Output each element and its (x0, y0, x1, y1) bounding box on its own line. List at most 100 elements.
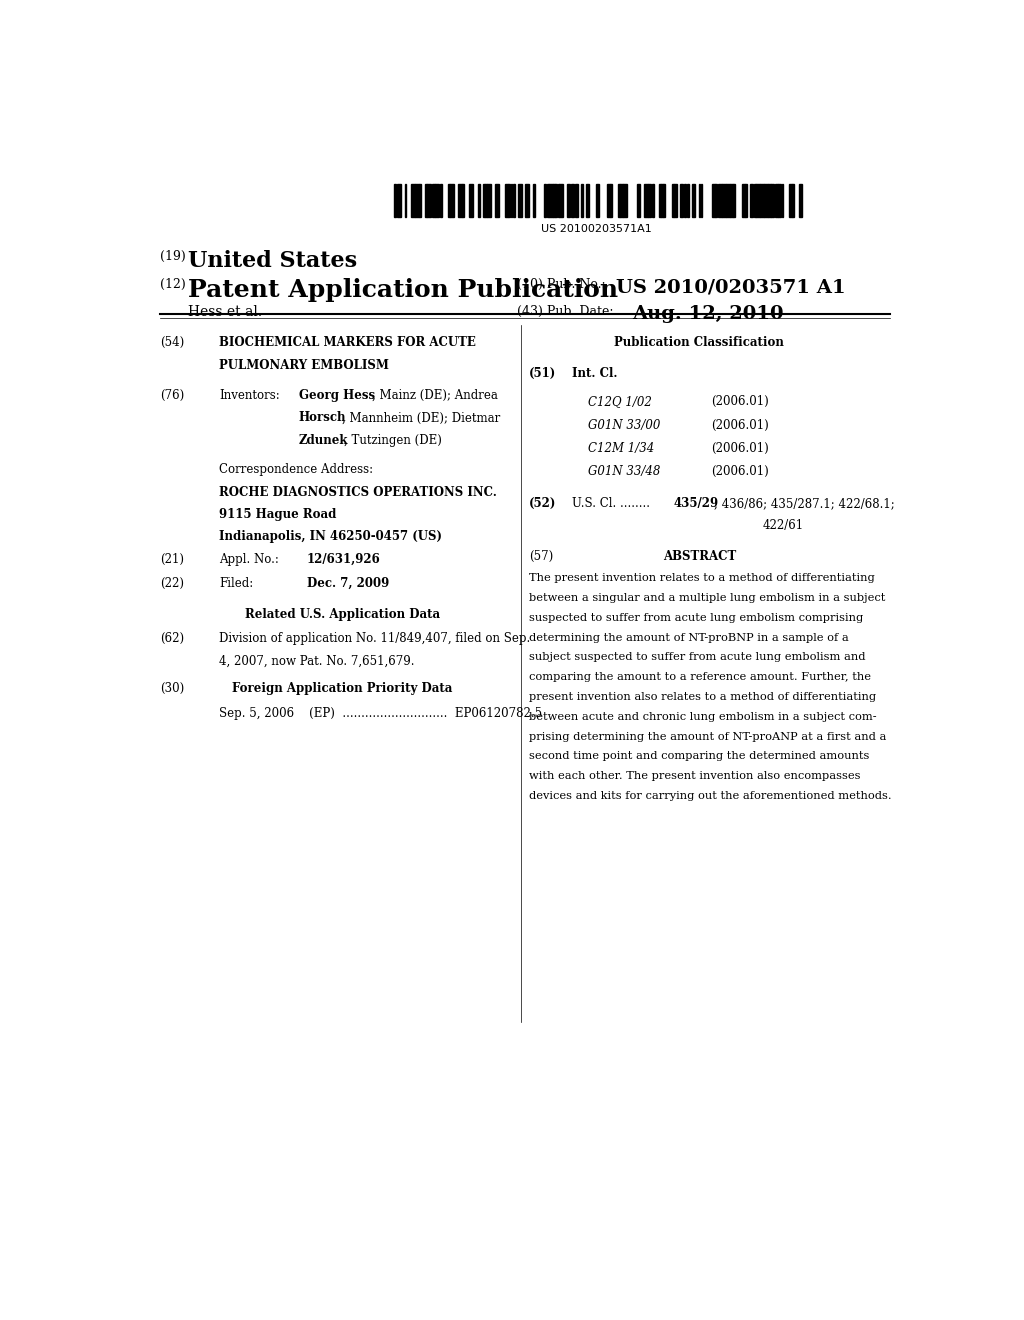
Bar (658, 183, 660, 218)
Bar (394, 183, 396, 218)
Bar (559, 183, 563, 218)
Bar (624, 183, 627, 218)
Text: (62): (62) (160, 632, 184, 645)
Bar (799, 183, 802, 218)
Text: 435/29: 435/29 (673, 496, 718, 510)
Text: (76): (76) (160, 389, 184, 403)
Bar (477, 183, 479, 218)
Bar (692, 183, 695, 218)
Text: BIOCHEMICAL MARKERS FOR ACUTE: BIOCHEMICAL MARKERS FOR ACUTE (219, 337, 476, 350)
Text: C12Q 1/02: C12Q 1/02 (588, 395, 652, 408)
Bar (582, 183, 583, 218)
Bar (532, 183, 536, 218)
Bar (757, 183, 760, 218)
Bar (610, 183, 612, 218)
Bar (698, 183, 700, 218)
Text: Division of application No. 11/849,407, filed on Sep.: Division of application No. 11/849,407, … (219, 632, 530, 645)
Bar (723, 183, 726, 218)
Bar (751, 183, 754, 218)
Bar (733, 183, 735, 218)
Text: PULMONARY EMBOLISM: PULMONARY EMBOLISM (219, 359, 389, 372)
Bar (607, 183, 609, 218)
Text: (54): (54) (160, 337, 184, 350)
Bar (788, 183, 792, 218)
Bar (420, 183, 421, 218)
Text: Filed:: Filed: (219, 577, 254, 590)
Text: (22): (22) (160, 577, 183, 590)
Bar (778, 183, 781, 218)
Text: suspected to suffer from acute lung embolism comprising: suspected to suffer from acute lung embo… (528, 612, 863, 623)
Bar (439, 183, 442, 218)
Bar (664, 183, 665, 218)
Bar (617, 183, 620, 218)
Text: The present invention relates to a method of differentiating: The present invention relates to a metho… (528, 573, 874, 583)
Bar (781, 183, 783, 218)
Text: (21): (21) (160, 553, 183, 566)
Bar (637, 183, 640, 218)
Text: Related U.S. Application Data: Related U.S. Application Data (245, 607, 440, 620)
Text: (12): (12) (160, 279, 185, 292)
Bar (574, 183, 578, 218)
Bar (449, 183, 450, 218)
Bar (718, 183, 722, 218)
Text: with each other. The present invention also encompasses: with each other. The present invention a… (528, 771, 860, 781)
Text: (57): (57) (528, 549, 553, 562)
Bar (745, 183, 748, 218)
Bar (544, 183, 546, 218)
Bar (768, 183, 771, 218)
Text: C12M 1/34: C12M 1/34 (588, 442, 654, 455)
Text: ROCHE DIAGNOSTICS OPERATIONS INC.: ROCHE DIAGNOSTICS OPERATIONS INC. (219, 486, 497, 499)
Text: Publication Classification: Publication Classification (614, 337, 784, 350)
Text: U.S. Cl. ........: U.S. Cl. ........ (572, 496, 650, 510)
Bar (412, 183, 415, 218)
Text: G01N 33/48: G01N 33/48 (588, 466, 660, 478)
Text: Georg Hess: Georg Hess (299, 389, 375, 403)
Text: Aug. 12, 2010: Aug. 12, 2010 (632, 305, 783, 323)
Text: prising determining the amount of NT-proANP at a first and a: prising determining the amount of NT-pro… (528, 731, 886, 742)
Bar (508, 183, 510, 218)
Bar (700, 183, 702, 218)
Text: (10) Pub. No.:: (10) Pub. No.: (517, 279, 605, 292)
Text: 9115 Hague Road: 9115 Hague Road (219, 508, 337, 521)
Text: Sep. 5, 2006    (EP)  ............................  EP06120782.5: Sep. 5, 2006 (EP) ......................… (219, 708, 543, 721)
Text: between acute and chronic lung embolism in a subject com-: between acute and chronic lung embolism … (528, 711, 877, 722)
Bar (397, 183, 400, 218)
Bar (742, 183, 744, 218)
Bar (761, 183, 764, 218)
Text: between a singular and a multiple lung embolism in a subject: between a singular and a multiple lung e… (528, 593, 885, 603)
Bar (483, 183, 484, 218)
Bar (680, 183, 683, 218)
Bar (652, 183, 654, 218)
Text: 4, 2007, now Pat. No. 7,651,679.: 4, 2007, now Pat. No. 7,651,679. (219, 655, 415, 668)
Bar (495, 183, 499, 218)
Text: Foreign Application Priority Data: Foreign Application Priority Data (232, 682, 453, 694)
Text: present invention also relates to a method of differentiating: present invention also relates to a meth… (528, 692, 876, 702)
Bar (648, 183, 651, 218)
Bar (586, 183, 589, 218)
Bar (684, 183, 686, 218)
Text: (43) Pub. Date:: (43) Pub. Date: (517, 305, 613, 318)
Text: (2006.01): (2006.01) (712, 466, 769, 478)
Bar (712, 183, 715, 218)
Bar (547, 183, 549, 218)
Text: , Mainz (DE); Andrea: , Mainz (DE); Andrea (372, 389, 498, 403)
Bar (518, 183, 521, 218)
Text: ; 436/86; 435/287.1; 422/68.1;: ; 436/86; 435/287.1; 422/68.1; (714, 496, 894, 510)
Text: Indianapolis, IN 46250-0457 (US): Indianapolis, IN 46250-0457 (US) (219, 531, 442, 544)
Bar (726, 183, 730, 218)
Text: Dec. 7, 2009: Dec. 7, 2009 (306, 577, 389, 590)
Bar (571, 183, 574, 218)
Bar (427, 183, 431, 218)
Text: (52): (52) (528, 496, 556, 510)
Bar (469, 183, 473, 218)
Bar (511, 183, 512, 218)
Bar (525, 183, 528, 218)
Text: 422/61: 422/61 (763, 519, 804, 532)
Bar (675, 183, 677, 218)
Bar (687, 183, 689, 218)
Bar (513, 183, 515, 218)
Text: devices and kits for carrying out the aforementioned methods.: devices and kits for carrying out the af… (528, 791, 892, 801)
Text: , Mannheim (DE); Dietmar: , Mannheim (DE); Dietmar (342, 412, 501, 425)
Bar (404, 183, 407, 218)
Text: (2006.01): (2006.01) (712, 395, 769, 408)
